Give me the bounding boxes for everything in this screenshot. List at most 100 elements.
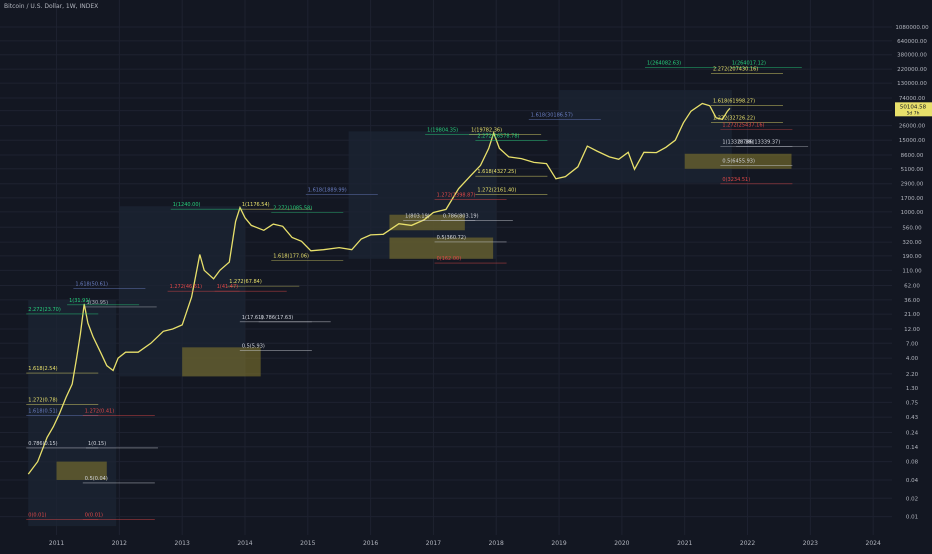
fib-label: 0(3234.51) xyxy=(722,177,750,183)
fib-label: 1.618(30186.57) xyxy=(531,112,573,118)
fib-label: 1.272(0.78) xyxy=(28,397,57,403)
y-tick-label: 62.00 xyxy=(904,284,920,290)
x-tick-label: 2020 xyxy=(614,540,629,547)
price-tag-value: 50104.58 xyxy=(900,104,927,110)
y-tick-label: 640000.00 xyxy=(897,39,927,45)
y-tick-label: 1.30 xyxy=(906,386,919,392)
volume-block xyxy=(182,347,261,377)
fib-label: 1.272(1398.87) xyxy=(437,192,476,198)
y-tick-label: 5100.00 xyxy=(901,167,924,173)
fib-label: 1.272(25437.16) xyxy=(722,122,764,128)
volume-block xyxy=(389,237,494,259)
fib-label: 0.5(6455.93) xyxy=(722,159,755,165)
y-tick-label: 2900.00 xyxy=(901,182,924,188)
y-tick-label: 0.75 xyxy=(906,400,919,406)
y-tick-label: 1000.00 xyxy=(901,210,924,216)
fib-label: 1.272(0.41) xyxy=(85,409,114,415)
fib-label: 1.272(67.84) xyxy=(229,279,262,285)
fib-label: 1(41.47) xyxy=(217,284,238,290)
x-tick-label: 2018 xyxy=(489,540,504,547)
fib-label: 0.786(17.63) xyxy=(261,315,294,321)
fib-label: 0.5(360.72) xyxy=(437,235,466,241)
x-tick-label: 2015 xyxy=(300,540,315,547)
fib-label: 0.786(0.15) xyxy=(28,441,57,447)
x-tick-label: 2012 xyxy=(112,540,127,547)
fib-label: 1(803.19) xyxy=(405,214,430,220)
volume-block xyxy=(56,461,107,480)
price-series-line xyxy=(27,102,731,475)
fib-label: 1(19782.36) xyxy=(471,127,502,133)
fib-label: 0(0.01) xyxy=(28,513,46,519)
fib-label: 0.5(5.93) xyxy=(242,344,265,350)
y-tick-label: 2.20 xyxy=(906,372,919,378)
y-tick-label: 21.00 xyxy=(904,312,920,318)
y-tick-label: 0.43 xyxy=(906,415,919,421)
fib-label: 1.618(50.61) xyxy=(75,282,108,288)
fib-label: 1.272(2161.40) xyxy=(477,188,516,194)
x-tick-label: 2014 xyxy=(237,540,252,547)
y-tick-label: 36.00 xyxy=(904,298,920,304)
price-tag-time: 5d 7h xyxy=(907,110,920,116)
y-tick-label: 7.00 xyxy=(906,341,919,347)
fib-label: 2.272(23.70) xyxy=(28,307,61,313)
fib-label: 1.618(0.51) xyxy=(28,409,57,415)
volume-block xyxy=(389,214,465,231)
fib-label: 0.5(0.04) xyxy=(85,476,108,482)
fib-label: 1(264017.12) xyxy=(732,60,766,66)
x-tick-label: 2019 xyxy=(551,540,566,547)
x-tick-label: 2013 xyxy=(175,540,190,547)
x-tick-label: 2022 xyxy=(740,540,755,547)
fib-label: 0(0.01) xyxy=(85,513,103,519)
fib-label: 2.272(1085.58) xyxy=(273,206,312,212)
y-tick-label: 4.00 xyxy=(906,356,919,362)
y-tick-label: 12.00 xyxy=(904,327,920,333)
y-tick-label: 0.04 xyxy=(906,478,919,484)
x-tick-label: 2021 xyxy=(677,540,692,547)
y-tick-label: 26000.00 xyxy=(899,124,926,130)
fib-label: 1.618(177.06) xyxy=(273,254,309,260)
fib-label: 1.272(46.61) xyxy=(170,284,203,290)
fib-label: 0.786(13339.37) xyxy=(738,139,780,145)
fib-label: 1(17.61) xyxy=(242,315,263,321)
y-tick-label: 0.24 xyxy=(906,431,919,437)
fib-label: 1.618(61998.27) xyxy=(713,99,755,105)
fib-label: 1.272(32726.22) xyxy=(713,116,755,122)
y-tick-label: 320.00 xyxy=(902,240,922,246)
y-tick-label: 0.08 xyxy=(906,460,919,466)
fib-label: 1(31.91) xyxy=(69,298,90,304)
price-tag xyxy=(895,102,932,117)
y-tick-label: 220000.00 xyxy=(897,67,927,73)
fib-label: 2.272(207430.16) xyxy=(713,67,758,73)
chart-title: Bitcoin / U.S. Dollar, 1W, INDEX xyxy=(4,3,99,10)
fib-label: 1(264082.63) xyxy=(647,60,681,66)
y-tick-label: 560.00 xyxy=(902,225,922,231)
y-tick-label: 0.01 xyxy=(906,515,918,521)
y-tick-label: 0.02 xyxy=(906,496,918,502)
y-tick-label: 74000.00 xyxy=(899,96,926,102)
fib-label: 1(30.95) xyxy=(87,300,108,306)
fib-label: 0.786(803.19) xyxy=(443,214,479,220)
fib-label: 1(1240.00) xyxy=(173,202,201,208)
y-tick-label: 130000.00 xyxy=(897,81,927,87)
fib-label: 1.618(4327.25) xyxy=(477,169,516,175)
fib-label: 1(13328.38) xyxy=(722,139,753,145)
x-tick-label: 2017 xyxy=(426,540,441,547)
volume-block xyxy=(684,153,792,169)
fib-range-box xyxy=(28,299,117,527)
fib-label: 1(19804.35) xyxy=(427,127,458,133)
fib-label: 1(1176.54) xyxy=(242,202,270,208)
fib-label: 2.272(16578.78) xyxy=(477,134,519,140)
y-tick-label: 380000.00 xyxy=(897,53,927,59)
y-tick-label: 190.00 xyxy=(902,254,922,260)
fib-label: 0(162.00) xyxy=(437,256,462,262)
y-tick-label: 0.14 xyxy=(906,445,919,451)
x-tick-label: 2011 xyxy=(49,540,64,547)
y-tick-label: 15000.00 xyxy=(899,138,926,144)
y-tick-label: 1700.00 xyxy=(901,196,924,202)
x-tick-label: 2023 xyxy=(803,540,818,547)
x-tick-label: 2016 xyxy=(363,540,378,547)
fib-label: 1.618(2.54) xyxy=(28,366,57,372)
y-tick-label: 110.00 xyxy=(902,268,922,274)
